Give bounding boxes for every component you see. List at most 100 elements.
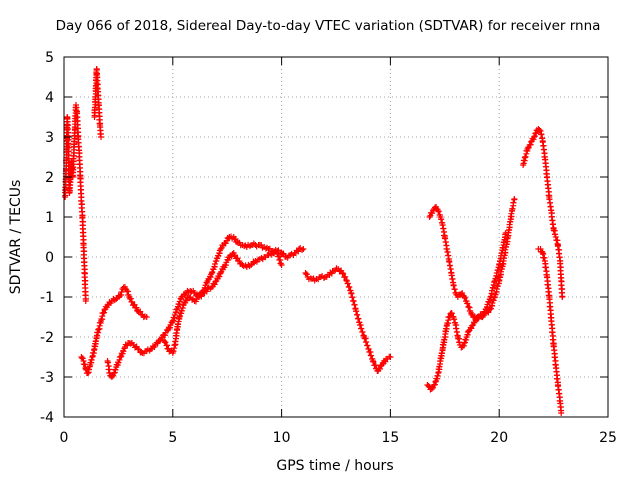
y-tick-label: 0 xyxy=(45,250,54,266)
x-tick-label: 5 xyxy=(168,430,177,446)
data-point xyxy=(348,290,355,297)
data-point xyxy=(248,262,255,268)
data-point xyxy=(350,298,357,305)
data-point xyxy=(505,227,512,234)
x-axis-label: GPS time / hours xyxy=(276,458,393,474)
y-tick-label: -4 xyxy=(40,410,54,426)
data-point xyxy=(353,308,360,315)
data-point xyxy=(368,352,375,359)
data-point xyxy=(425,383,432,389)
data-point xyxy=(110,372,117,379)
y-tick-label: 4 xyxy=(45,90,54,106)
data-point xyxy=(358,325,365,332)
data-point xyxy=(442,235,449,242)
y-axis-label: SDTVAR / TECUs xyxy=(8,180,24,295)
data-point xyxy=(138,349,145,355)
data-point xyxy=(162,332,169,339)
data-point xyxy=(429,384,436,391)
data-point xyxy=(438,350,445,357)
data-point xyxy=(491,279,498,286)
data-point xyxy=(426,214,433,220)
data-point xyxy=(84,370,91,376)
data-point xyxy=(489,284,496,291)
data-point xyxy=(364,342,371,349)
data-point xyxy=(82,298,89,304)
data-point xyxy=(538,131,545,138)
data-point xyxy=(173,330,180,337)
grid xyxy=(64,57,608,417)
data-point xyxy=(444,249,451,256)
y-tick-label: 1 xyxy=(45,210,54,226)
data-point xyxy=(448,310,455,317)
data-point xyxy=(558,410,565,416)
data-point xyxy=(502,230,509,236)
data-point xyxy=(434,373,441,380)
data-point xyxy=(549,221,556,228)
data-point xyxy=(525,144,532,151)
data-point xyxy=(128,298,135,305)
data-point xyxy=(446,262,453,269)
data-point xyxy=(246,243,253,250)
data-point xyxy=(446,259,453,266)
data-point xyxy=(365,346,372,352)
data-point xyxy=(537,128,544,134)
data-point xyxy=(449,276,456,283)
data-point xyxy=(112,366,119,373)
data-point xyxy=(438,216,445,223)
data-point xyxy=(320,274,327,281)
data-point xyxy=(442,239,449,246)
data-point xyxy=(363,339,370,346)
data-point xyxy=(231,252,238,259)
data-point xyxy=(432,378,439,385)
data-point xyxy=(342,273,349,280)
data-point xyxy=(377,365,384,372)
data-point xyxy=(211,281,218,288)
data-point xyxy=(450,282,457,289)
data-point xyxy=(118,289,125,295)
data-point xyxy=(435,208,442,215)
data-point xyxy=(85,366,92,373)
data-point xyxy=(436,363,443,370)
y-tick-label: -2 xyxy=(40,330,54,346)
data-point xyxy=(97,134,104,140)
data-point xyxy=(143,314,150,320)
data-point xyxy=(494,267,501,274)
data-point xyxy=(161,338,168,344)
data-point xyxy=(222,240,229,247)
chart-title: Day 066 of 2018, Sidereal Day-to-day VTE… xyxy=(56,18,601,34)
data-point xyxy=(453,329,460,336)
x-tick-label: 10 xyxy=(273,430,291,446)
plot-frame xyxy=(63,56,609,418)
data-point xyxy=(488,287,495,294)
x-tick-label: 25 xyxy=(599,430,617,446)
data-point xyxy=(354,311,361,318)
data-point xyxy=(178,307,185,314)
data-point xyxy=(351,301,358,308)
data-point xyxy=(208,284,215,290)
data-point xyxy=(174,321,181,328)
data-point xyxy=(507,218,514,225)
data-point xyxy=(522,153,529,160)
data-point xyxy=(536,127,543,133)
y-tick-label: -3 xyxy=(40,370,54,386)
data-point xyxy=(559,294,566,300)
data-point xyxy=(377,363,384,370)
data-point xyxy=(465,328,472,334)
y-tick-label: 3 xyxy=(45,130,54,146)
data-point xyxy=(241,243,248,250)
data-point xyxy=(481,309,488,316)
data-point xyxy=(461,294,468,301)
data-point xyxy=(448,272,455,279)
data-point xyxy=(447,266,454,273)
data-point xyxy=(92,338,99,345)
data-point xyxy=(508,210,515,217)
x-tick-label: 20 xyxy=(490,430,508,446)
data-point xyxy=(300,246,307,252)
data-point xyxy=(506,221,513,228)
data-point xyxy=(88,357,95,364)
data-point xyxy=(264,244,271,251)
data-point xyxy=(439,222,446,229)
data-point xyxy=(492,291,499,298)
